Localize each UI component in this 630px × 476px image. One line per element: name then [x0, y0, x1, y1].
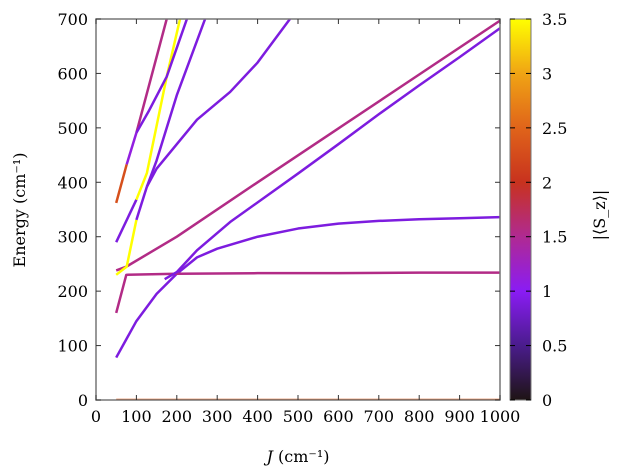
y-tick-label: 500	[57, 119, 88, 138]
series-line-10	[135, 19, 182, 201]
x-tick-label: 900	[444, 407, 475, 426]
x-tick-label: 400	[242, 407, 273, 426]
colorbar-tick-label: 2.5	[542, 119, 567, 138]
x-tick-label: 500	[283, 407, 314, 426]
colorbar-tick-label: 0	[542, 391, 552, 410]
x-tick-label: 300	[202, 407, 233, 426]
x-tick-label: 200	[162, 407, 193, 426]
y-tick-label: 700	[57, 10, 88, 29]
series-line-9	[115, 199, 138, 243]
series-line-1	[115, 215, 500, 359]
y-tick-label: 300	[57, 228, 88, 247]
series-line-2	[114, 271, 500, 314]
series-line-5	[115, 219, 138, 276]
series-line-7	[145, 19, 291, 188]
x-tick-label: 1000	[480, 407, 521, 426]
plot-frame	[95, 18, 501, 401]
x-tick-label: 0	[91, 407, 101, 426]
series-line-11	[114, 163, 128, 204]
colorbar-tick-label: 1	[542, 282, 552, 301]
colorbar	[509, 18, 532, 401]
x-axis-label: J (cm⁻¹)	[264, 447, 330, 466]
x-tick-label: 700	[364, 407, 395, 426]
y-tick-label: 200	[57, 282, 88, 301]
y-tick-label: 400	[57, 173, 88, 192]
y-axis-label: Energy (cm⁻¹)	[10, 153, 29, 268]
series-line-13	[135, 19, 168, 134]
series-line-14	[135, 19, 189, 134]
y-tick-label: 0	[78, 391, 88, 410]
x-tick-label: 800	[404, 407, 435, 426]
series-line-12	[125, 132, 138, 165]
x-tick-label: 100	[121, 407, 152, 426]
colorbar-tick-label: 3	[542, 64, 552, 83]
series-line-4	[164, 27, 500, 281]
series-line-8	[145, 19, 207, 188]
colorbar-tick-label: 3.5	[542, 10, 567, 29]
y-tick-label: 600	[57, 64, 88, 83]
colorbar-tick-label: 0.5	[542, 337, 567, 356]
colorbar-tick-label: 1.5	[542, 228, 567, 247]
series-line-6	[135, 186, 149, 221]
colorbar-label: |⟨S_z⟩|	[590, 190, 609, 241]
x-tick-label: 600	[323, 407, 354, 426]
colorbar-tick-label: 2	[542, 173, 552, 192]
y-tick-label: 100	[57, 337, 88, 356]
series-lines	[114, 19, 500, 400]
